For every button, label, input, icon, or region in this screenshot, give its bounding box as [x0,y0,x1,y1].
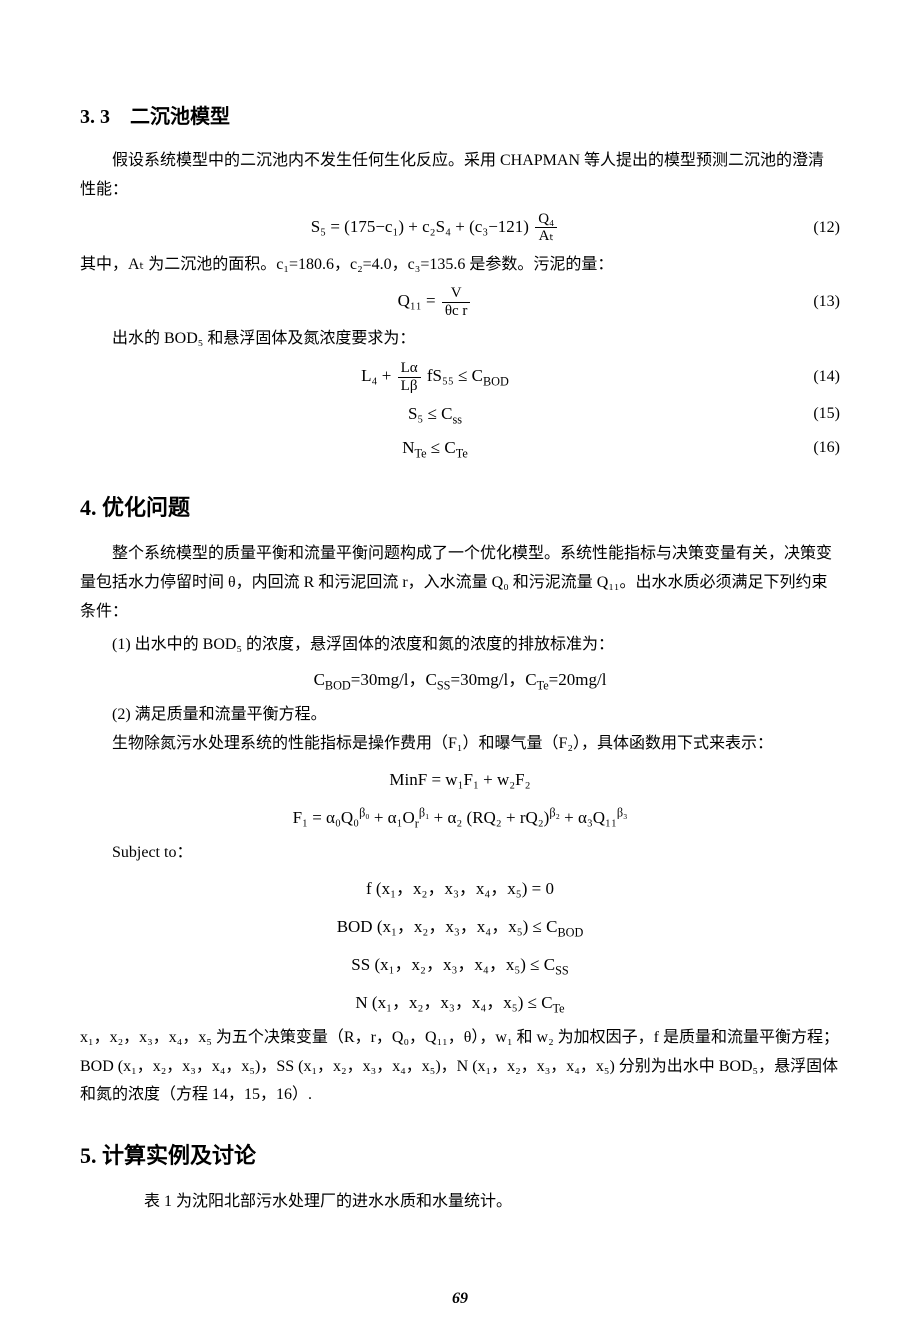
section-4-para-2: 生物除氮污水处理系统的性能指标是操作费用（F₁）和曝气量（F₂），具体函数用下式… [80,730,840,759]
equation-13-row: Q₁₁ = V θc r (13) [80,285,840,319]
conc-30b: =30mg/l，C [450,670,536,689]
eq12-lhs: S₅ = [311,217,340,236]
section-3-3-heading: 3. 3 二沉池模型 [80,100,840,129]
equation-13-number: (13) [790,293,840,311]
eq12-frac-den: Aₜ [535,228,557,245]
conc-pre: C [314,670,325,689]
section-4-para-3: x₁，x₂，x₃，x₄，x₅ 为五个决策变量（R，r，Q₀，Q₁₁，θ），w₁ … [80,1024,840,1110]
equation-12-row: S₅ = (175−c₁) + c₂S₄ + (c₃−121) Q₄ Aₜ (1… [80,211,840,245]
c4-a: N (x₁，x₂，x₃，x₄，x₅) ≤ C [355,993,552,1012]
constraint-4: N (x₁，x₂，x₃，x₄，x₅) ≤ CTe [80,986,840,1020]
section-4-item-1: (1) 出水中的 BOD₅ 的浓度，悬浮固体的浓度和氮的浓度的排放标准为： [80,631,840,660]
c4-b: Te [553,1001,565,1015]
equation-16-number: (16) [790,439,840,457]
c3-a: SS (x₁，x₂，x₃，x₄，x₅) ≤ C [351,955,555,974]
eq16-mid: ≤ C [427,438,456,457]
equation-16: NTe ≤ CTe [80,438,790,458]
constraint-1: f (x₁，x₂，x₃，x₄，x₅) = 0 [80,872,840,906]
section-5-heading: 5. 计算实例及讨论 [80,1138,840,1170]
eq14-frac-num: Lα [398,360,421,378]
f1-a: F₁ = α₀Q₀ [293,808,360,827]
section-3-3-para-3: 出水的 BOD₅ 和悬浮固体及氮浓度要求为： [80,325,840,354]
eq15-sub: ss [453,413,463,427]
eq14-frac-den: Lβ [398,378,421,395]
conc-ss: SS [437,679,451,693]
section-3-3-para-2: 其中，Aₜ 为二沉池的面积。c₁=180.6，c₂=4.0，c₃=135.6 是… [80,251,840,280]
f1-b3: β₃ [617,805,628,819]
page-number: 69 [0,1290,920,1308]
equation-15-number: (15) [790,405,840,423]
eq16-text: N [402,438,414,457]
eq15-text: S₅ ≤ C [408,404,453,423]
constraint-2: BOD (x₁，x₂，x₃，x₄，x₅) ≤ CBOD [80,910,840,944]
section-4-para-1: 整个系统模型的质量平衡和流量平衡问题构成了一个优化模型。系统性能指标与决策变量有… [80,540,840,626]
eq14-pre: L₄ + [361,366,391,385]
eq16-sub2: Te [456,447,468,461]
section-4-item-2: (2) 满足质量和流量平衡方程。 [80,701,840,730]
eq14-post: fS₅₅ ≤ C [427,366,483,385]
equation-14-row: L₄ + Lα Lβ fS₅₅ ≤ CBOD (14) [80,360,840,394]
conc-30a: =30mg/l，C [351,670,437,689]
eq12-mid: (175−c₁) + c₂S₄ + (c₃−121) [344,217,529,236]
section-3-3-para-1: 假设系统模型中的二沉池内不发生任何生化反应。采用 CHAPMAN 等人提出的模型… [80,147,840,205]
section-5-para-1: 表 1 为沈阳北部污水处理厂的进水水质和水量统计。 [80,1188,840,1217]
eq13-frac: V θc r [442,285,471,319]
conc-bod: BOD [325,679,351,693]
eq12-frac-num: Q₄ [535,211,557,229]
f1-b2: β₂ [549,805,560,819]
f1-d: + α₂ (RQ₂ + rQ₂) [429,808,549,827]
eq16-sub1: Te [414,447,426,461]
eq13-frac-den: θc r [442,303,471,320]
eq14-frac: Lα Lβ [398,360,421,394]
eq12-frac: Q₄ Aₜ [535,211,557,245]
f1-c: + α₁O [370,808,415,827]
f1-e: + α₃Q₁₁ [560,808,617,827]
c3-b: SS [555,963,569,977]
equation-16-row: NTe ≤ CTe (16) [80,434,840,462]
concentration-equation: CBOD=30mg/l，CSS=30mg/l，CTe=20mg/l [80,663,840,697]
f1-b1: β₁ [419,805,430,819]
f1-equation: F₁ = α₀Q₀β₀ + α₁Orβ₁ + α₂ (RQ₂ + rQ₂)β₂ … [80,801,840,835]
conc-te: Te [537,679,549,693]
equation-12-number: (12) [790,219,840,237]
equation-14: L₄ + Lα Lβ fS₅₅ ≤ CBOD [80,360,790,394]
section-4-heading: 4. 优化问题 [80,490,840,522]
equation-15-row: S₅ ≤ Css (15) [80,400,840,428]
c2-b: BOD [557,925,583,939]
f1-b0: β₀ [359,805,370,819]
page-container: 3. 3 二沉池模型 假设系统模型中的二沉池内不发生任何生化反应。采用 CHAP… [0,0,920,1344]
eq13-lhs: Q₁₁ = [398,291,436,310]
equation-15: S₅ ≤ Css [80,404,790,424]
constraint-3: SS (x₁，x₂，x₃，x₄，x₅) ≤ CSS [80,948,840,982]
conc-20: =20mg/l [549,670,607,689]
equation-14-number: (14) [790,368,840,386]
subject-to-label: Subject to： [80,839,840,868]
equation-13: Q₁₁ = V θc r [80,285,790,319]
c2-a: BOD (x₁，x₂，x₃，x₄，x₅) ≤ C [337,917,558,936]
min-f-equation: MinF = w₁F₁ + w₂F₂ [80,763,840,797]
eq14-sub: BOD [483,374,509,388]
eq13-frac-num: V [442,285,471,303]
equation-12: S₅ = (175−c₁) + c₂S₄ + (c₃−121) Q₄ Aₜ [80,211,790,245]
